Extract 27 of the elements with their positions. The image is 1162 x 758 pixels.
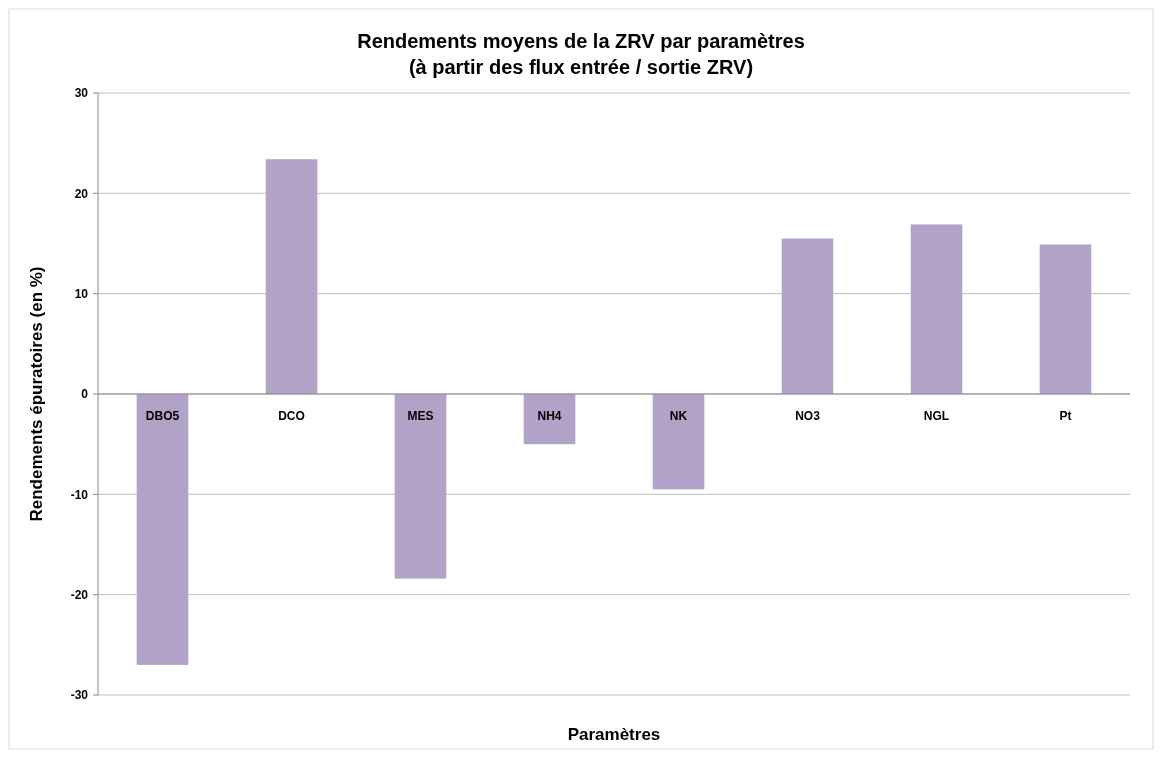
bar <box>265 159 318 394</box>
bar <box>136 394 189 665</box>
bar <box>523 394 576 445</box>
y-tick-label: 30 <box>74 86 89 101</box>
y-tick-label: 20 <box>74 186 89 201</box>
y-axis-title: Rendements épuratoires (en %) <box>27 266 46 522</box>
chart-subtitle: (à partir des flux entrée / sortie ZRV) <box>408 56 754 78</box>
y-tick-label: -10 <box>70 487 89 502</box>
bar <box>781 238 834 394</box>
bar <box>1039 244 1092 394</box>
y-tick-label: -30 <box>70 688 89 703</box>
x-tick-label: DBO5 <box>145 409 180 423</box>
x-tick-label: NO3 <box>795 409 821 423</box>
x-tick-label: NGL <box>923 409 950 423</box>
x-axis-title: Paramètres <box>567 725 661 744</box>
bar <box>394 394 447 579</box>
y-tick-label: -20 <box>70 587 89 602</box>
bar <box>910 224 963 394</box>
x-tick-label: DCO <box>278 409 305 423</box>
bar <box>652 394 705 490</box>
chart-title: Rendements moyens de la ZRV par paramètres <box>357 30 805 52</box>
y-tick-label: 10 <box>74 286 89 301</box>
y-tick-label: 0 <box>81 387 89 402</box>
x-tick-label: MES <box>407 409 434 423</box>
x-tick-label: NK <box>669 409 688 423</box>
x-tick-label: NH4 <box>537 409 562 423</box>
x-tick-label: Pt <box>1059 409 1072 423</box>
